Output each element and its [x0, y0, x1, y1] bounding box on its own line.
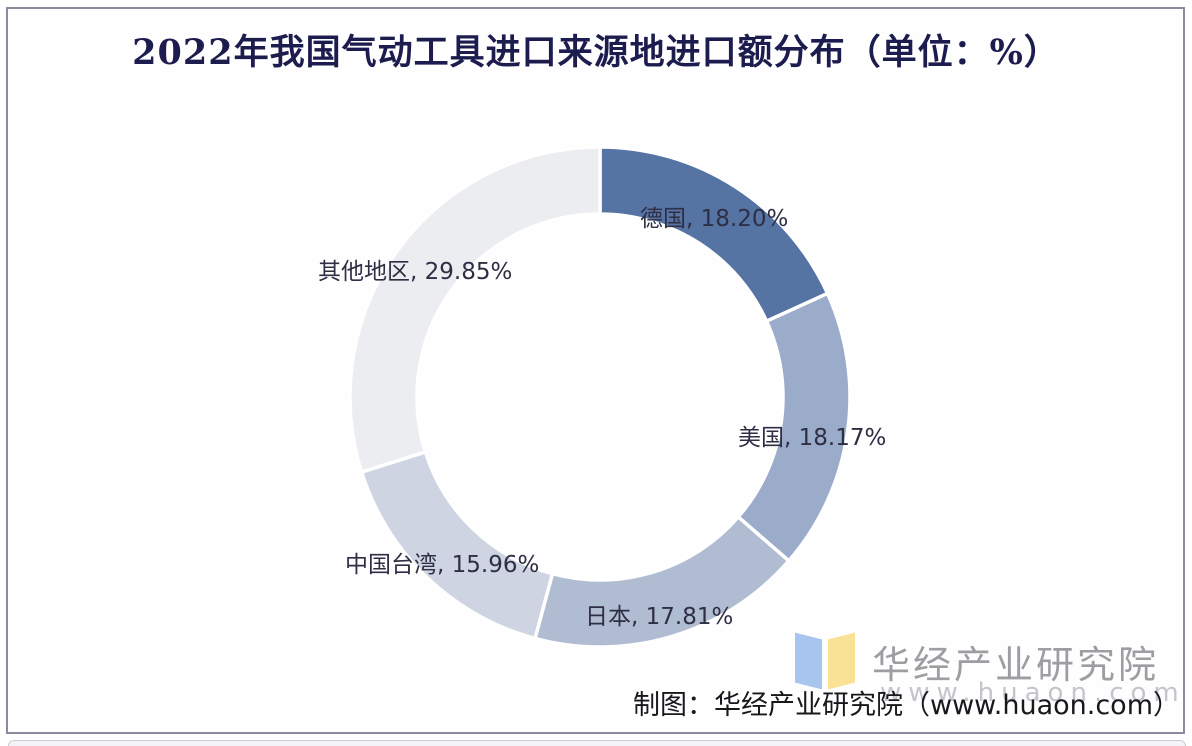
book-page-right [828, 632, 855, 690]
huaon-logo: 华经产业研究院 www.huaon.com [786, 630, 1181, 708]
slice-label-japan: 日本, 17.81% [585, 604, 734, 630]
slice-label-others: 其他地区, 29.85% [318, 259, 513, 285]
donut-slice-德国 [598, 145, 830, 324]
logo-url-watermark: www.huaon.com [880, 678, 1186, 708]
logo-name-text: 华经产业研究院 [872, 643, 1160, 687]
donut-slice-其他地区 [348, 145, 602, 475]
slice-label-germany: 德国, 18.20% [640, 206, 789, 232]
chart-title: 2022年我国气动工具进口来源地进口额分布（单位：%） [132, 32, 1060, 73]
footer-credit: 制图：华经产业研究院（www.huaon.com） [633, 690, 1180, 721]
next-card-edge-hint [8, 740, 1186, 746]
book-page-left [795, 632, 822, 690]
slice-label-usa: 美国, 18.17% [738, 425, 887, 451]
slice-label-taiwan: 中国台湾, 15.96% [345, 552, 540, 578]
